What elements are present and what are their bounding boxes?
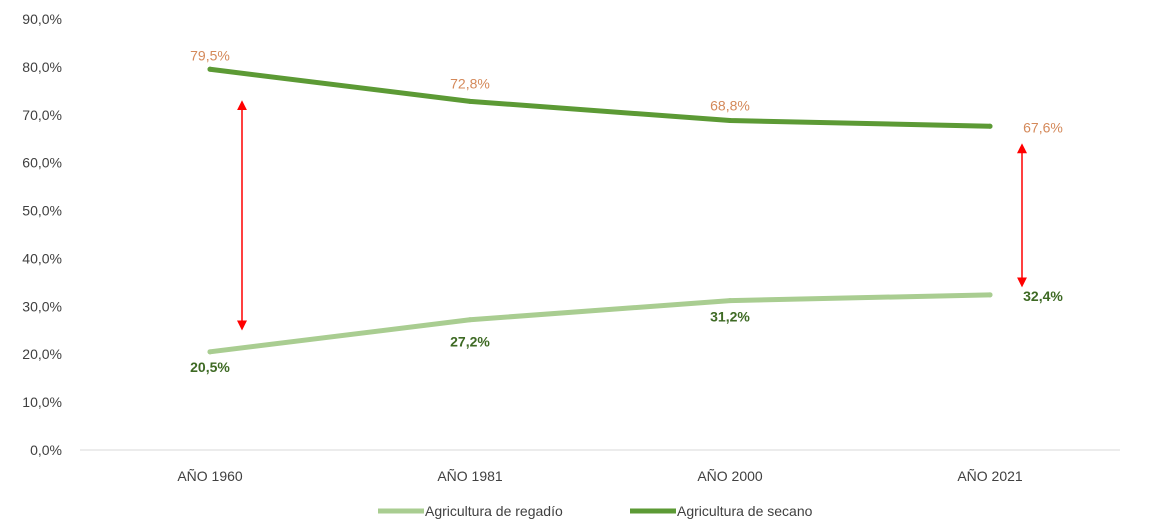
y-tick-label: 10,0%: [22, 394, 62, 410]
y-tick-label: 50,0%: [22, 203, 62, 219]
series-line-regadio: [207, 292, 993, 355]
legend-label: Agricultura de secano: [677, 503, 813, 519]
y-tick-label: 30,0%: [22, 298, 62, 314]
x-tick-label: AÑO 1960: [177, 468, 243, 484]
data-label: 31,2%: [710, 309, 750, 325]
data-label: 67,6%: [1023, 119, 1063, 135]
data-point: [467, 317, 473, 323]
y-tick-label: 20,0%: [22, 346, 62, 362]
y-tick-label: 80,0%: [22, 59, 62, 75]
data-point: [727, 118, 733, 124]
data-point: [987, 292, 993, 298]
data-point: [467, 98, 473, 104]
data-label: 27,2%: [450, 334, 490, 350]
data-point: [987, 123, 993, 129]
data-label: 20,5%: [190, 359, 230, 375]
data-point: [207, 66, 213, 72]
data-point: [727, 298, 733, 304]
series-line-secano: [207, 66, 993, 129]
legend-label: Agricultura de regadío: [425, 503, 563, 519]
x-tick-label: AÑO 2021: [957, 468, 1023, 484]
x-tick-label: AÑO 1981: [437, 468, 503, 484]
y-tick-label: 0,0%: [30, 442, 62, 458]
x-tick-label: AÑO 2000: [697, 468, 763, 484]
y-axis: 0,0% 10,0% 20,0% 30,0% 40,0% 50,0% 60,0% 70,0% 8…: [22, 11, 62, 458]
data-label: 32,4%: [1023, 288, 1063, 304]
series-layer: [207, 66, 993, 355]
data-label-layer: 20,5% 27,2% 31,2% 32,4% 79,5% 72,8% 68,8% 67,6%: [190, 47, 1063, 375]
y-tick-label: 70,0%: [22, 107, 62, 123]
data-label: 72,8%: [450, 75, 490, 91]
data-label: 68,8%: [710, 98, 750, 114]
annotation-layer: [237, 100, 1027, 331]
y-tick-label: 60,0%: [22, 155, 62, 171]
x-axis: AÑO 1960 AÑO 1981 AÑO 2000 AÑO 2021: [177, 468, 1023, 484]
data-label: 79,5%: [190, 47, 230, 63]
data-point: [207, 349, 213, 355]
legend: Agricultura de regadío Agricultura de sec…: [378, 503, 813, 519]
y-tick-label: 40,0%: [22, 250, 62, 266]
y-tick-label: 90,0%: [22, 11, 62, 27]
